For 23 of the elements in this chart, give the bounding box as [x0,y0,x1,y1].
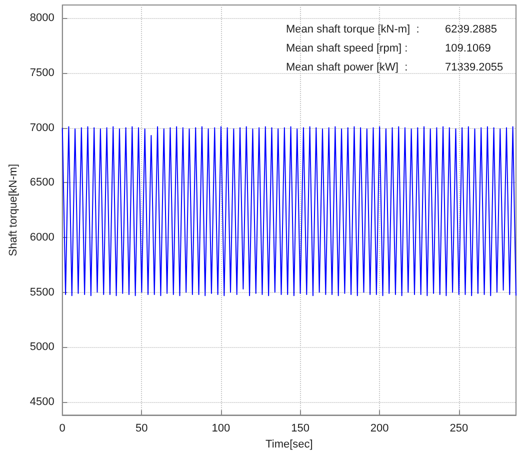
x-tick-label: 200 [370,422,389,435]
y-axis-title: Shaft torque[kN-m] [8,164,20,256]
y-tick-label: 6000 [30,231,54,244]
line-series [62,126,516,296]
x-tick-label: 250 [450,422,468,435]
annotation: Mean shaft power [kW] : [286,62,408,74]
annotation: Mean shaft speed [rpm] : [286,42,408,54]
y-tick-label: 5500 [30,286,54,298]
annotation: 6239.2885 [445,24,497,36]
annotation: 109.1069 [445,42,491,54]
x-tick-label: 0 [59,422,66,435]
annotation: Mean shaft torque [kN-m] : [286,24,420,36]
y-tick-label: 4500 [30,396,54,408]
y-tick-label: 7000 [30,122,54,134]
x-tick-label: 50 [136,422,148,435]
y-tick-label: 7500 [30,66,54,79]
x-axis-title: Time[sec] [266,438,313,450]
y-tick-label: 6500 [30,176,54,189]
annotation: 71339.2055 [445,62,504,74]
y-tick-label: 8000 [30,12,54,24]
y-tick-label: 5000 [30,341,54,354]
x-tick-label: 150 [291,422,310,435]
x-tick-label: 100 [212,422,230,435]
